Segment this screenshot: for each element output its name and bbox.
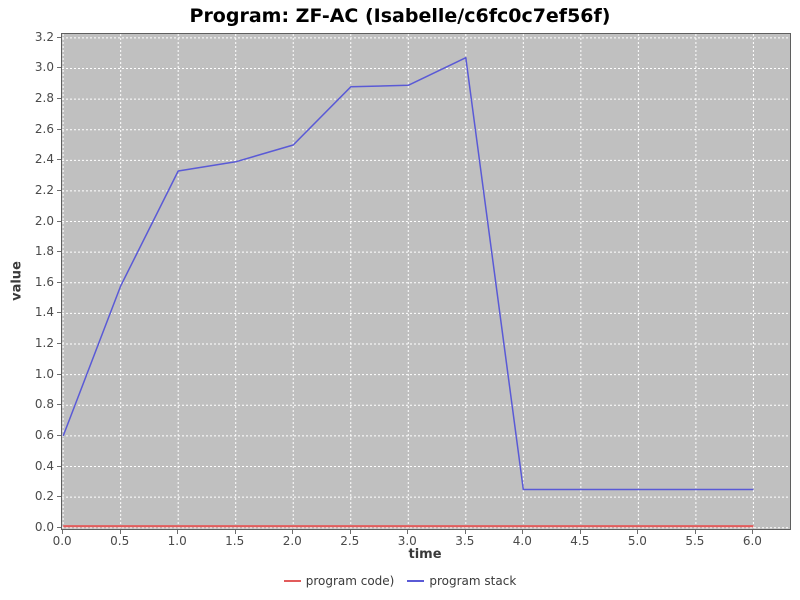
y-tick-label: 3.2 — [34, 29, 54, 44]
y-tick-label: 0.0 — [34, 519, 54, 534]
y-tick-label: 0.4 — [34, 458, 54, 473]
y-tick-mark — [57, 159, 61, 161]
y-tick-mark — [57, 373, 61, 375]
x-tick-label: 3.0 — [397, 534, 417, 548]
y-tick-mark — [57, 343, 61, 345]
legend: program code) program stack — [0, 574, 800, 588]
x-tick-label: 0.5 — [110, 534, 130, 548]
x-tick-mark — [637, 530, 639, 534]
x-tick-mark — [62, 530, 64, 534]
y-tick-mark — [57, 434, 61, 436]
y-tick-mark — [57, 312, 61, 314]
x-tick-label: 2.0 — [282, 534, 302, 548]
y-tick-label: 2.0 — [34, 213, 54, 228]
y-tick-label: 2.8 — [34, 91, 54, 106]
x-tick-mark — [522, 530, 524, 534]
y-tick-mark — [57, 220, 61, 222]
x-tick-mark — [119, 530, 121, 534]
y-tick-mark — [57, 465, 61, 467]
legend-label: program code) — [305, 574, 395, 588]
x-tick-mark — [694, 530, 696, 534]
y-tick-label: 2.2 — [34, 182, 54, 197]
x-axis-title: time — [408, 547, 442, 562]
y-tick-label: 0.6 — [34, 427, 54, 442]
legend-item: program code) — [283, 574, 395, 588]
y-tick-label: 2.4 — [34, 152, 54, 167]
y-tick-mark — [57, 98, 61, 100]
x-tick-label: 0.0 — [52, 534, 72, 548]
x-tick-label: 6.0 — [742, 534, 762, 548]
y-tick-mark — [57, 251, 61, 253]
y-tick-mark — [57, 36, 61, 38]
x-tick-mark — [234, 530, 236, 534]
y-tick-label: 1.8 — [34, 244, 54, 259]
x-tick-mark — [177, 530, 179, 534]
y-tick-mark — [57, 189, 61, 191]
legend-label: program stack — [429, 574, 517, 588]
gridlines — [62, 34, 790, 529]
y-tick-mark — [57, 496, 61, 498]
y-tick-label: 3.0 — [34, 60, 54, 75]
legend-line-swatch — [407, 580, 425, 582]
x-tick-mark — [407, 530, 409, 534]
legend-line-swatch — [283, 580, 301, 582]
plot-background — [62, 34, 790, 529]
y-tick-label: 1.0 — [34, 366, 54, 381]
x-tick-mark — [464, 530, 466, 534]
y-tick-mark — [57, 526, 61, 528]
y-tick-label: 1.2 — [34, 336, 54, 351]
series-line-program-stack — [62, 56, 754, 491]
plot-area — [61, 33, 791, 530]
y-tick-label: 0.8 — [34, 397, 54, 412]
y-tick-label: 1.6 — [34, 274, 54, 289]
chart-title: Program: ZF-AC (Isabelle/c6fc0c7ef56f) — [189, 5, 611, 27]
x-tick-mark — [579, 530, 581, 534]
x-tick-label: 1.5 — [225, 534, 245, 548]
x-tick-label: 5.0 — [627, 534, 647, 548]
x-tick-mark — [752, 530, 754, 534]
y-tick-label: 0.2 — [34, 489, 54, 504]
x-tick-label: 1.0 — [167, 534, 187, 548]
y-tick-label: 1.4 — [34, 305, 54, 320]
x-tick-label: 5.5 — [685, 534, 705, 548]
y-tick-label: 2.6 — [34, 121, 54, 136]
x-tick-label: 4.5 — [570, 534, 590, 548]
legend-item: program stack — [407, 574, 516, 588]
x-tick-mark — [349, 530, 351, 534]
y-tick-mark — [57, 67, 61, 69]
x-tick-label: 3.5 — [455, 534, 475, 548]
x-tick-label: 2.5 — [340, 534, 360, 548]
y-tick-mark — [57, 128, 61, 130]
plot-canvas — [62, 34, 790, 529]
y-tick-mark — [57, 404, 61, 406]
x-tick-mark — [292, 530, 294, 534]
x-tick-label: 4.0 — [512, 534, 532, 548]
y-tick-mark — [57, 281, 61, 283]
